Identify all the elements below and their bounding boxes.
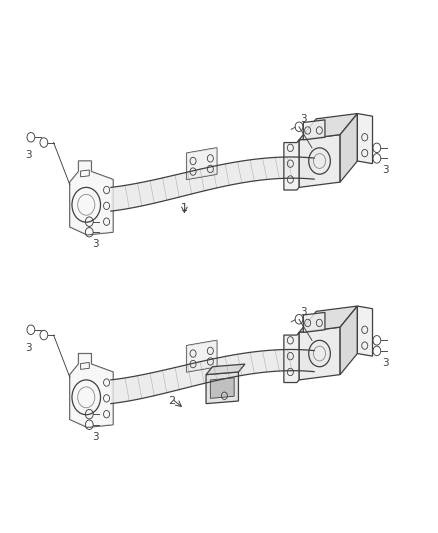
Text: 3: 3 (92, 239, 99, 249)
Text: 3: 3 (382, 358, 389, 368)
Text: 3: 3 (300, 114, 307, 124)
Polygon shape (299, 306, 357, 333)
Text: 2: 2 (168, 396, 175, 406)
Polygon shape (299, 135, 340, 188)
Polygon shape (299, 327, 340, 380)
Polygon shape (206, 372, 238, 403)
Text: 3: 3 (25, 343, 32, 353)
Polygon shape (357, 306, 372, 356)
Polygon shape (340, 306, 357, 375)
Text: 1: 1 (181, 204, 188, 214)
Polygon shape (284, 140, 299, 190)
Polygon shape (111, 157, 314, 211)
Polygon shape (357, 114, 372, 164)
Polygon shape (70, 353, 113, 427)
Polygon shape (111, 350, 314, 403)
Polygon shape (284, 333, 299, 383)
Polygon shape (210, 378, 234, 398)
Text: 3: 3 (300, 306, 307, 317)
Text: 3: 3 (382, 165, 389, 175)
Polygon shape (340, 114, 357, 182)
Polygon shape (187, 341, 217, 372)
Polygon shape (187, 148, 217, 180)
Polygon shape (304, 312, 325, 333)
Polygon shape (299, 114, 357, 140)
Polygon shape (206, 364, 245, 375)
Polygon shape (304, 120, 325, 140)
Polygon shape (70, 161, 113, 235)
Text: 3: 3 (25, 150, 32, 160)
Text: 3: 3 (92, 432, 99, 441)
